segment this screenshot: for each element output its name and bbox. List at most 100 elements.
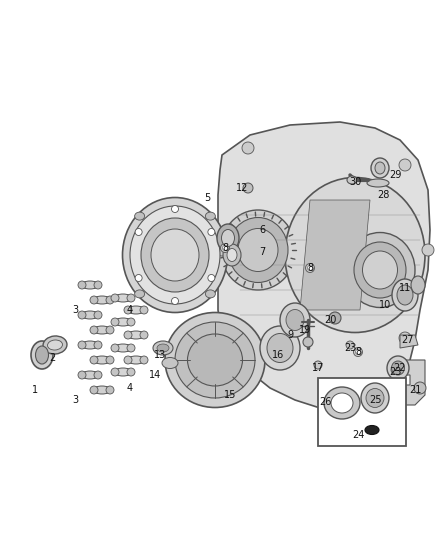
Ellipse shape (94, 371, 102, 379)
Text: 8: 8 (355, 347, 361, 357)
Ellipse shape (223, 244, 241, 266)
Polygon shape (400, 335, 418, 348)
Ellipse shape (375, 162, 385, 174)
Text: 26: 26 (319, 397, 331, 407)
Ellipse shape (124, 306, 132, 314)
Bar (318, 378, 406, 446)
Ellipse shape (172, 206, 179, 213)
Ellipse shape (81, 371, 99, 379)
Ellipse shape (81, 281, 99, 289)
Polygon shape (395, 360, 425, 405)
Ellipse shape (223, 246, 227, 251)
Text: 9: 9 (287, 330, 293, 340)
Text: 4: 4 (127, 383, 133, 393)
Ellipse shape (124, 331, 132, 339)
Ellipse shape (78, 281, 86, 289)
Ellipse shape (267, 334, 293, 362)
Ellipse shape (175, 322, 255, 398)
Ellipse shape (90, 326, 98, 334)
Ellipse shape (140, 356, 148, 364)
Ellipse shape (228, 217, 288, 282)
Ellipse shape (371, 158, 389, 178)
Ellipse shape (114, 344, 132, 352)
Ellipse shape (111, 318, 119, 326)
Ellipse shape (220, 210, 296, 290)
Ellipse shape (399, 159, 411, 171)
Text: 22: 22 (394, 363, 406, 373)
Text: 27: 27 (402, 335, 414, 345)
Text: 4: 4 (127, 305, 133, 315)
Ellipse shape (81, 341, 99, 349)
Ellipse shape (162, 358, 178, 368)
Text: 23: 23 (389, 367, 401, 377)
Ellipse shape (35, 346, 49, 364)
Polygon shape (218, 122, 430, 410)
Ellipse shape (127, 294, 135, 302)
Ellipse shape (111, 294, 119, 302)
Ellipse shape (205, 290, 215, 298)
Ellipse shape (220, 244, 230, 253)
Ellipse shape (90, 386, 98, 394)
Ellipse shape (130, 206, 220, 304)
Ellipse shape (135, 229, 142, 236)
Ellipse shape (94, 311, 102, 319)
Ellipse shape (106, 356, 114, 364)
Text: 24: 24 (352, 430, 364, 440)
Ellipse shape (367, 179, 389, 187)
Ellipse shape (346, 341, 354, 349)
Ellipse shape (307, 265, 312, 271)
Ellipse shape (106, 386, 114, 394)
Text: 28: 28 (377, 190, 389, 200)
Ellipse shape (111, 344, 119, 352)
Ellipse shape (157, 344, 169, 352)
Ellipse shape (345, 232, 415, 308)
Ellipse shape (94, 281, 102, 289)
Ellipse shape (93, 356, 111, 364)
Ellipse shape (127, 344, 135, 352)
Text: 3: 3 (72, 305, 78, 315)
Text: 30: 30 (349, 177, 361, 187)
Ellipse shape (93, 386, 111, 394)
Ellipse shape (141, 218, 209, 292)
Text: 15: 15 (224, 390, 236, 400)
Ellipse shape (127, 318, 135, 326)
Ellipse shape (303, 337, 313, 347)
Ellipse shape (43, 336, 67, 354)
Text: 14: 14 (149, 370, 161, 380)
Ellipse shape (90, 356, 98, 364)
Ellipse shape (331, 393, 353, 413)
Text: 3: 3 (72, 395, 78, 405)
Ellipse shape (324, 387, 360, 419)
Ellipse shape (422, 244, 434, 256)
Text: 20: 20 (324, 315, 336, 325)
Ellipse shape (353, 348, 363, 357)
Ellipse shape (90, 296, 98, 304)
Text: 16: 16 (272, 350, 284, 360)
Ellipse shape (397, 285, 413, 305)
Text: 8: 8 (222, 243, 228, 253)
Ellipse shape (124, 356, 132, 364)
Text: 19: 19 (299, 325, 311, 335)
Ellipse shape (305, 263, 314, 272)
Ellipse shape (365, 425, 379, 434)
Ellipse shape (242, 354, 254, 366)
Ellipse shape (280, 303, 310, 337)
Ellipse shape (127, 356, 145, 364)
Ellipse shape (78, 371, 86, 379)
Ellipse shape (366, 389, 384, 408)
Polygon shape (300, 200, 370, 310)
Ellipse shape (314, 361, 322, 369)
Ellipse shape (243, 183, 253, 193)
Ellipse shape (134, 290, 145, 298)
Ellipse shape (140, 306, 148, 314)
Ellipse shape (208, 229, 215, 236)
Ellipse shape (238, 229, 278, 271)
Text: 8: 8 (307, 263, 313, 273)
Ellipse shape (114, 294, 132, 302)
Text: 13: 13 (154, 350, 166, 360)
Text: 23: 23 (344, 343, 356, 353)
Ellipse shape (347, 176, 357, 184)
Ellipse shape (78, 311, 86, 319)
Ellipse shape (217, 224, 239, 252)
Ellipse shape (363, 251, 398, 289)
